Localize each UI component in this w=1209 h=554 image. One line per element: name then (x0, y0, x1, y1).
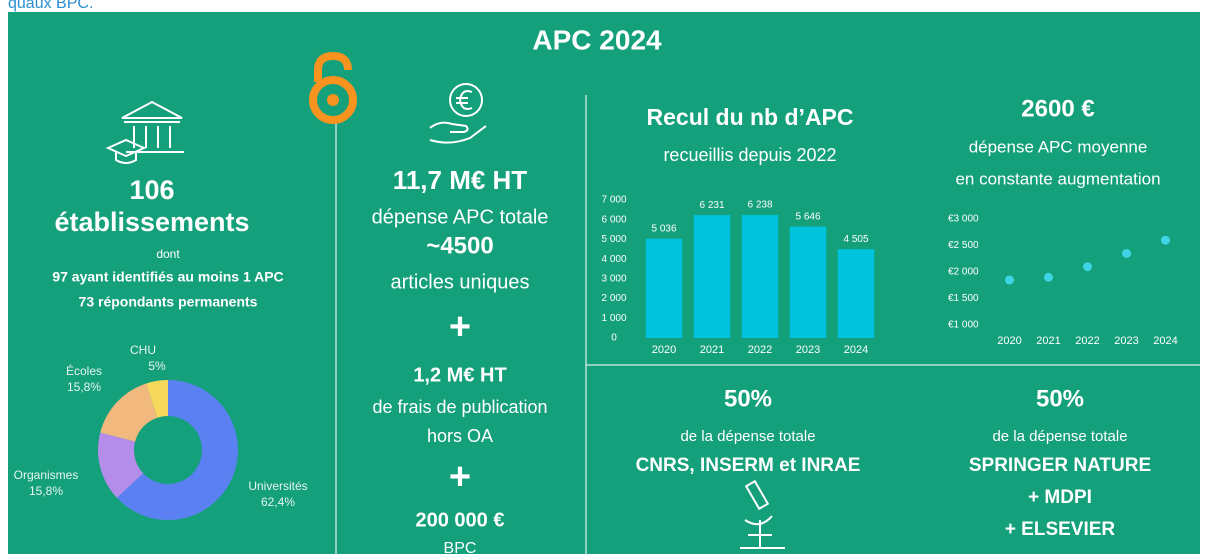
value-label: 6 231 (699, 200, 724, 211)
dividers (335, 95, 1200, 554)
slice-label: Organismes (14, 468, 79, 482)
building-icon (105, 100, 184, 164)
x-tick-label: 2023 (796, 344, 820, 356)
y-tick-label: 6 000 (601, 214, 626, 225)
value-label: 5 036 (651, 223, 676, 234)
point (1122, 248, 1131, 258)
x-tick-label: 2020 (997, 335, 1021, 347)
title: APC 2024 (532, 24, 662, 55)
dont: dont (156, 247, 180, 261)
institution-line: 73 répondants permanents (79, 294, 258, 310)
bpc: 200 000 € (416, 509, 505, 531)
total-spend: 11,7 M€ HT (393, 165, 528, 195)
share-label: de la dépense totale (680, 428, 815, 445)
fees-label: hors OA (427, 426, 493, 446)
total-label: dépense APC totale (372, 206, 549, 228)
y-tick-label: 0 (611, 333, 617, 344)
open-access-icon (309, 51, 357, 124)
slice-value: 15,8% (67, 380, 101, 394)
slice-label: CHU (130, 343, 156, 357)
fees: 1,2 M€ HT (413, 364, 506, 386)
y-tick-label: 3 000 (601, 273, 626, 284)
plus: + (449, 306, 471, 348)
donut-slice (116, 380, 238, 520)
y-tick-label: 2 000 (601, 293, 626, 304)
panel-title: Recul du nb d’APC (647, 104, 854, 130)
articles: ~4500 (426, 232, 493, 259)
x-tick-label: 2024 (844, 344, 868, 356)
plus: + (449, 456, 471, 498)
x-tick-label: 2023 (1114, 335, 1138, 347)
slice-label: Universités (248, 479, 307, 493)
panel-line: dépense APC moyenne (969, 137, 1148, 156)
point (1161, 235, 1170, 245)
slice-label: Écoles (66, 363, 102, 378)
x-tick-label: 2022 (748, 344, 772, 356)
bar (837, 249, 875, 338)
bar (789, 226, 827, 338)
header-text: quaux BPC. (8, 0, 93, 12)
fees-label: de frais de publication (372, 397, 547, 417)
institution-label: établissements (54, 207, 249, 237)
x-tick-label: 2021 (1036, 335, 1060, 347)
y-tick-label: €1 000 (948, 320, 979, 331)
bar (741, 215, 779, 338)
point (1083, 262, 1092, 272)
y-tick-label: €2 000 (948, 267, 979, 278)
share-names: CNRS, INSERM et INRAE (636, 455, 861, 476)
x-tick-label: 2021 (700, 344, 724, 356)
share-names: SPRINGER NATURE (969, 455, 1151, 476)
donut-slice (146, 380, 168, 418)
point (1044, 272, 1053, 282)
share-names: + ELSEVIER (1005, 519, 1116, 540)
share-names: + MDPI (1028, 487, 1092, 508)
y-tick-label: 1 000 (601, 313, 626, 324)
x-tick-label: 2020 (652, 344, 676, 356)
x-tick-label: 2024 (1153, 335, 1177, 347)
y-tick-label: 4 000 (601, 254, 626, 265)
value-label: 6 238 (747, 200, 772, 211)
slice-value: 5% (148, 359, 166, 373)
share-percent: 50% (1036, 385, 1084, 412)
slice-value: 15,8% (29, 484, 63, 498)
bar (645, 238, 683, 338)
point (1005, 275, 1014, 285)
donut-slice (100, 383, 158, 442)
y-tick-label: €1 500 (948, 293, 979, 304)
panel-title: 2600 € (1021, 95, 1094, 122)
donut-slice (98, 432, 144, 498)
panel-line: en constante augmentation (955, 169, 1160, 188)
share-label: de la dépense totale (992, 428, 1127, 445)
share-percent: 50% (724, 385, 772, 412)
institution-count: 106 (129, 175, 174, 205)
y-tick-label: 7 000 (601, 195, 626, 206)
y-tick-label: €2 500 (948, 240, 979, 251)
articles-label: articles uniques (391, 271, 530, 293)
institution-line: 97 ayant identifiés au moins 1 APC (52, 269, 283, 285)
y-tick-label: €3 000 (948, 214, 979, 225)
x-tick-label: 2022 (1075, 335, 1099, 347)
slice-value: 62,4% (261, 495, 295, 509)
y-tick-label: 5 000 (601, 234, 626, 245)
value-label: 5 646 (795, 211, 820, 222)
panel-subtitle: recueillis depuis 2022 (663, 145, 836, 165)
bar (693, 215, 731, 338)
money-hand-icon (429, 83, 487, 144)
microscope-icon (740, 479, 785, 549)
bpc-label: BPC (444, 540, 477, 554)
value-label: 4 505 (843, 234, 868, 245)
